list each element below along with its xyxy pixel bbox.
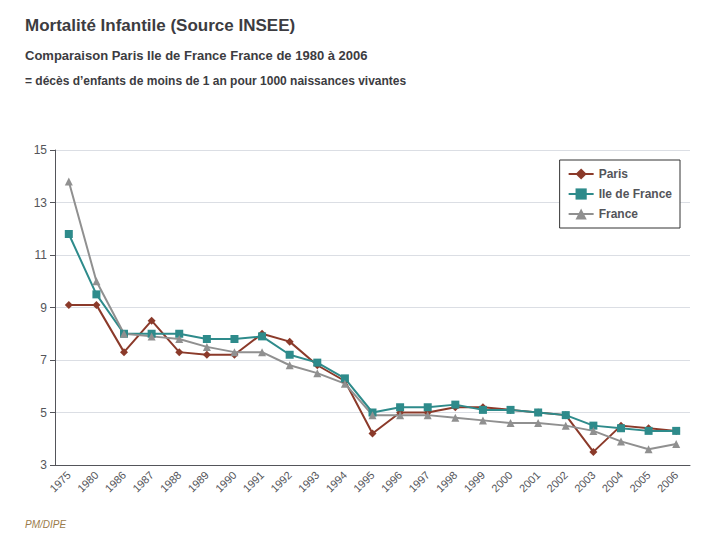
svg-text:2006: 2006 xyxy=(655,469,681,495)
svg-text:2003: 2003 xyxy=(572,469,598,495)
svg-text:1988: 1988 xyxy=(158,469,184,495)
svg-text:1996: 1996 xyxy=(379,469,405,495)
svg-text:1980: 1980 xyxy=(75,469,101,495)
svg-text:1986: 1986 xyxy=(102,469,128,495)
svg-text:= décès d’enfants de moins de: = décès d’enfants de moins de 1 an pour … xyxy=(25,74,406,88)
svg-text:1999: 1999 xyxy=(461,469,487,495)
svg-text:1998: 1998 xyxy=(434,469,460,495)
svg-text:Mortalité Infantile (Source IN: Mortalité Infantile (Source INSEE) xyxy=(25,16,295,35)
svg-text:2001: 2001 xyxy=(517,469,543,495)
svg-text:PM/DIPE: PM/DIPE xyxy=(25,519,66,530)
svg-text:1975: 1975 xyxy=(47,469,73,495)
svg-text:1989: 1989 xyxy=(185,469,211,495)
svg-text:2002: 2002 xyxy=(544,469,570,495)
svg-text:7: 7 xyxy=(40,353,47,367)
svg-text:11: 11 xyxy=(35,248,48,262)
svg-text:2005: 2005 xyxy=(627,469,653,495)
svg-text:1994: 1994 xyxy=(323,469,349,495)
svg-text:1997: 1997 xyxy=(406,469,432,495)
svg-text:9: 9 xyxy=(40,301,47,315)
svg-text:Paris: Paris xyxy=(599,167,629,181)
svg-text:15: 15 xyxy=(34,143,48,157)
svg-text:France: France xyxy=(599,207,639,221)
svg-text:1995: 1995 xyxy=(351,469,377,495)
svg-text:Comparaison Paris Ile de Franc: Comparaison Paris Ile de France France d… xyxy=(25,48,368,63)
svg-text:1991: 1991 xyxy=(241,469,267,495)
svg-text:Ile de France: Ile de France xyxy=(599,187,673,201)
svg-text:2004: 2004 xyxy=(599,469,625,495)
svg-text:1992: 1992 xyxy=(268,469,294,495)
svg-text:2000: 2000 xyxy=(489,469,515,495)
svg-text:3: 3 xyxy=(40,458,47,472)
svg-text:5: 5 xyxy=(40,406,47,420)
svg-text:13: 13 xyxy=(34,196,48,210)
svg-text:1990: 1990 xyxy=(213,469,239,495)
svg-text:1987: 1987 xyxy=(130,469,156,495)
svg-text:1993: 1993 xyxy=(296,469,322,495)
